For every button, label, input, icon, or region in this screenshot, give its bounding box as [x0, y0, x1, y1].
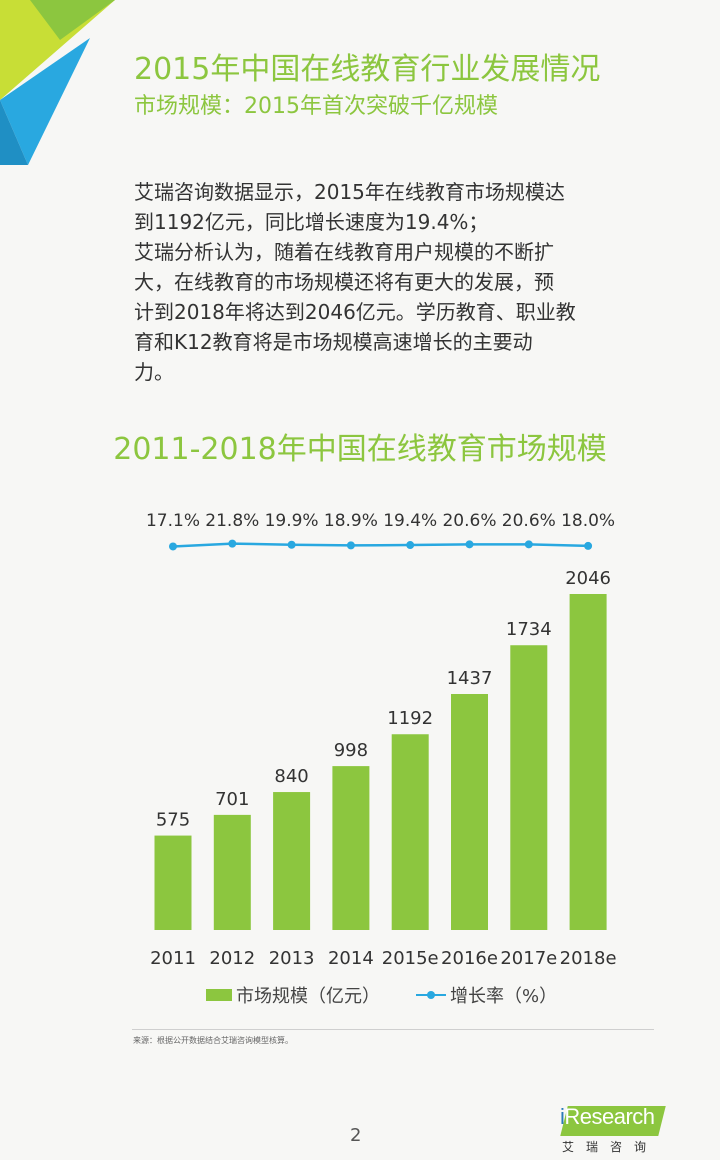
growth-rate-label: 20.6%: [502, 511, 556, 531]
bar: [391, 734, 429, 930]
body-line: 力。: [134, 360, 174, 384]
bar-value-label: 575: [156, 810, 190, 831]
growth-rate-label: 21.8%: [205, 511, 259, 531]
growth-rate-label: 18.0%: [561, 511, 615, 531]
growth-rate-label: 20.6%: [442, 511, 496, 531]
growth-rate-point: [406, 541, 415, 550]
source-note: 来源：根据公开数据结合艾瑞咨询模型核算。: [133, 1036, 293, 1045]
source-divider: [132, 1029, 654, 1030]
growth-rate-point: [584, 541, 593, 550]
bar: [510, 645, 548, 930]
body-line: 计到2018年将达到2046亿元。学历教育、职业教: [134, 300, 576, 324]
growth-rate-point: [228, 539, 237, 548]
chart-title: 2011-2018年中国在线教育市场规模: [113, 432, 607, 467]
growth-rate-label: 18.9%: [324, 511, 378, 531]
growth-rate-point: [287, 540, 296, 549]
legend-bar-swatch: [206, 989, 232, 1001]
corner-decoration: [0, 0, 115, 165]
market-size-chart: 575 2011 701 2012 840 2013 998 2014 1192 2015e 143…: [146, 511, 617, 969]
bar-value-label: 840: [274, 766, 308, 787]
x-tick-label: 2012: [209, 948, 255, 969]
body-line: 到1192亿元，同比增长速度为19.4%；: [134, 210, 489, 234]
bar: [332, 766, 370, 930]
growth-rate-point: [465, 540, 474, 549]
bar-value-label: 998: [334, 740, 368, 761]
x-tick-label: 2011: [150, 948, 196, 969]
x-tick-label: 2015e: [382, 948, 439, 969]
page-number: 2: [350, 1125, 362, 1146]
page-subtitle: 市场规模：2015年首次突破千亿规模: [134, 94, 498, 119]
legend-line-swatch: [416, 989, 446, 1001]
body-line: 大，在线教育的市场规模还将有更大的发展，预: [134, 270, 554, 294]
x-tick-label: 2016e: [441, 948, 498, 969]
x-tick-label: 2018e: [560, 948, 617, 969]
bar-value-label: 2046: [565, 568, 611, 589]
iresearch-logo: iResearch 艾瑞咨询: [558, 1100, 668, 1156]
x-tick-label: 2014: [328, 948, 374, 969]
bar: [154, 835, 192, 930]
bar: [451, 694, 488, 930]
body-paragraph: 艾瑞咨询数据显示，2015年在线教育市场规模达 到1192亿元，同比增长速度为1…: [134, 177, 654, 387]
bar: [569, 594, 607, 930]
growth-rate-point: [524, 540, 533, 549]
x-tick-label: 2013: [269, 948, 315, 969]
growth-rate-label: 19.4%: [383, 511, 437, 531]
body-line: 艾瑞分析认为，随着在线教育用户规模的不断扩: [134, 240, 554, 264]
bar-value-label: 1734: [506, 619, 552, 640]
page-title: 2015年中国在线教育行业发展情况: [134, 52, 601, 87]
growth-rate-point: [346, 541, 355, 550]
bar: [273, 792, 311, 930]
bar-value-label: 1192: [387, 708, 433, 729]
chart-legend: 市场规模（亿元） 增长率（%）: [206, 982, 557, 1008]
legend-line-label: 增长率（%）: [450, 986, 558, 1007]
bar-value-label: 701: [215, 789, 249, 810]
growth-rate-label: 19.9%: [265, 511, 319, 531]
body-line: 育和K12教育将是市场规模高速增长的主要动: [134, 330, 533, 354]
growth-rate-label: 17.1%: [146, 511, 200, 531]
body-line: 艾瑞咨询数据显示，2015年在线教育市场规模达: [134, 180, 565, 204]
legend-bar-label: 市场规模（亿元）: [236, 986, 380, 1007]
growth-rate-line: [172, 542, 589, 548]
bar: [213, 814, 251, 930]
bar-value-label: 1437: [447, 668, 493, 689]
growth-rate-point: [169, 542, 177, 551]
x-tick-label: 2017e: [500, 948, 557, 969]
